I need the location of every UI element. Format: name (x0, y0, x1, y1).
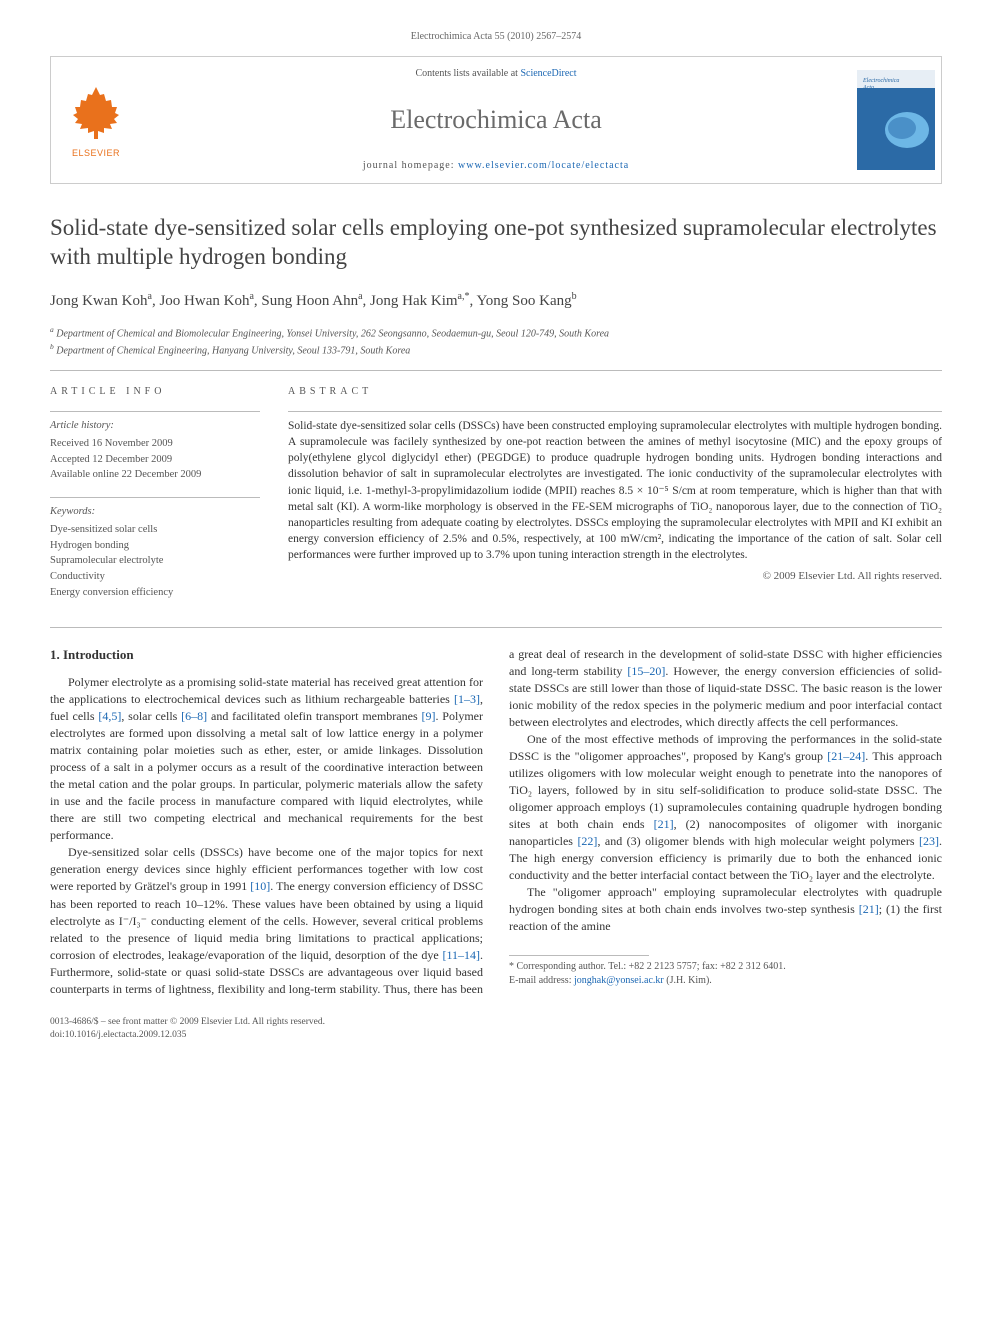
citation[interactable]: [11–14] (442, 948, 480, 962)
email-link[interactable]: jonghak@yonsei.ac.kr (574, 975, 664, 986)
email-label: E-mail address: (509, 975, 574, 986)
doi-line: doi:10.1016/j.electacta.2009.12.035 (50, 1029, 942, 1042)
citation[interactable]: [21] (859, 902, 879, 916)
authors-list: Jong Kwan Koha, Joo Hwan Koha, Sung Hoon… (50, 290, 942, 312)
journal-banner: ELSEVIER Contents lists available at Sci… (50, 56, 942, 184)
keywords-label: Keywords: (50, 504, 260, 520)
article-title: Solid-state dye-sensitized solar cells e… (50, 214, 942, 272)
paragraph: Polymer electrolyte as a promising solid… (50, 674, 483, 844)
keyword: Hydrogen bonding (50, 540, 129, 551)
keyword: Supramolecular electrolyte (50, 555, 163, 566)
affiliations: a Department of Chemical and Biomolecula… (50, 324, 942, 359)
article-info-column: ARTICLE INFO Article history: Received 1… (50, 385, 260, 615)
homepage-prefix: journal homepage: (363, 160, 458, 171)
copyright: © 2009 Elsevier Ltd. All rights reserved… (288, 569, 942, 584)
svg-text:Electrochimica: Electrochimica (862, 78, 899, 84)
abstract-text: Solid-state dye-sensitized solar cells (… (288, 418, 942, 563)
abstract-label: ABSTRACT (288, 385, 942, 399)
author: Jong Hak Kim (370, 293, 458, 309)
running-header: Electrochimica Acta 55 (2010) 2567–2574 (50, 30, 942, 44)
email-suffix: (J.H. Kim). (664, 975, 712, 986)
keyword: Conductivity (50, 571, 105, 582)
journal-homepage: journal homepage: www.elsevier.com/locat… (363, 159, 629, 173)
elsevier-tree-icon (64, 81, 128, 145)
affiliation-b: b Department of Chemical Engineering, Ha… (50, 341, 942, 358)
citation[interactable]: [9] (421, 709, 435, 723)
paragraph: One of the most effective methods of imp… (509, 731, 942, 884)
citation[interactable]: [6–8] (181, 709, 207, 723)
homepage-link[interactable]: www.elsevier.com/locate/electacta (458, 160, 629, 171)
history-label: Article history: (50, 418, 260, 434)
banner-center: Contents lists available at ScienceDirec… (141, 57, 851, 183)
footnote-separator (509, 955, 649, 956)
article-info-label: ARTICLE INFO (50, 385, 260, 399)
publisher-name: ELSEVIER (72, 147, 120, 160)
citation[interactable]: [21] (654, 817, 674, 831)
keywords-block: Keywords: Dye-sensitized solar cells Hyd… (50, 497, 260, 601)
keyword: Energy conversion efficiency (50, 587, 173, 598)
citation[interactable]: [1–3] (454, 692, 480, 706)
front-matter-line: 0013-4686/$ – see front matter © 2009 El… (50, 1016, 942, 1029)
citation[interactable]: [21–24] (827, 749, 865, 763)
corresponding-author-footnote: * Corresponding author. Tel.: +82 2 2123… (509, 960, 942, 988)
contents-available: Contents lists available at ScienceDirec… (415, 67, 576, 81)
body-text: 1. Introduction Polymer electrolyte as a… (50, 646, 942, 998)
citation[interactable]: [4,5] (98, 709, 121, 723)
contents-prefix: Contents lists available at (415, 68, 520, 79)
history-received: Received 16 November 2009 (50, 438, 173, 449)
author: Jong Kwan Koh (50, 293, 148, 309)
author: Joo Hwan Koh (159, 293, 249, 309)
author: Sung Hoon Ahn (261, 293, 358, 309)
history-accepted: Accepted 12 December 2009 (50, 454, 172, 465)
info-abstract-row: ARTICLE INFO Article history: Received 1… (50, 385, 942, 615)
citation[interactable]: [23] (919, 834, 939, 848)
journal-name: Electrochimica Acta (390, 102, 602, 138)
citation[interactable]: [15–20] (627, 664, 665, 678)
author: Yong Soo Kang (476, 293, 571, 309)
paragraph: The "oligomer approach" employing supram… (509, 884, 942, 935)
footer-meta: 0013-4686/$ – see front matter © 2009 El… (50, 1016, 942, 1043)
citation[interactable]: [22] (577, 834, 597, 848)
svg-text:Acta: Acta (862, 85, 874, 91)
keyword: Dye-sensitized solar cells (50, 524, 157, 535)
section-heading: 1. Introduction (50, 646, 483, 664)
article-history: Article history: Received 16 November 20… (50, 411, 260, 483)
divider (50, 627, 942, 628)
history-online: Available online 22 December 2009 (50, 469, 201, 480)
divider (50, 370, 942, 371)
affiliation-a: a Department of Chemical and Biomolecula… (50, 324, 942, 341)
sciencedirect-link[interactable]: ScienceDirect (520, 68, 576, 79)
publisher-logo: ELSEVIER (51, 57, 141, 183)
citation[interactable]: [10] (250, 879, 270, 893)
journal-cover-thumb: Electrochimica Acta (851, 57, 941, 183)
abstract-column: ABSTRACT Solid-state dye-sensitized sola… (288, 385, 942, 615)
corr-author-line: * Corresponding author. Tel.: +82 2 2123… (509, 960, 942, 974)
